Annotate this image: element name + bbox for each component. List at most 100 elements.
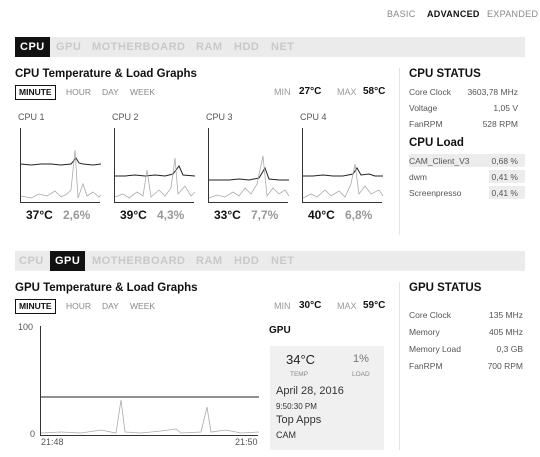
gpu-memory-label: Memory: [409, 327, 440, 337]
gpu-core-clock-label: Core Clock: [409, 310, 452, 320]
gpu-y-min-label: 0: [30, 429, 36, 439]
process-value-3: 0,41 %: [491, 188, 518, 198]
gpu-card-temp-label: TEMP: [290, 371, 309, 378]
gpu-core-clock-value: 135 MHz: [488, 310, 523, 320]
tab-gpu[interactable]: GPU: [56, 41, 82, 53]
cpu-core-clock-label: Core Clock: [409, 87, 452, 97]
cpu3-label: CPU 3: [206, 112, 233, 122]
gpu-tab-bar: CPU GPU MOTHERBOARD RAM HDD NET: [15, 251, 525, 271]
process-value-1: 0,68 %: [491, 156, 518, 166]
process-bar-1: [409, 154, 497, 167]
cpu-graphs-title: CPU Temperature & Load Graphs: [15, 68, 197, 80]
cpu1-graph-plot: [20, 149, 102, 199]
process-name-1: CAM_Client_V3: [409, 156, 470, 166]
cpu-min-label: MIN: [274, 87, 291, 97]
tab-ram-2[interactable]: RAM: [196, 255, 223, 267]
gpu-card-load: 1%: [353, 353, 369, 365]
gpu-card-load-label: LOAD: [352, 371, 370, 378]
cpu-tab-bar: CPU GPU MOTHERBOARD RAM HDD NET: [15, 37, 525, 57]
gpu-status-title: GPU STATUS: [409, 282, 482, 294]
gpu-memory-value: 405 MHz: [488, 327, 523, 337]
gpu-x-start-label: 21:48: [41, 437, 64, 447]
cpu-range-hour[interactable]: HOUR: [66, 87, 92, 97]
cpu-status-title: CPU STATUS: [409, 68, 481, 80]
gpu-card-date: April 28, 2016: [276, 385, 344, 397]
gpu-card-top-app: CAM: [276, 430, 296, 440]
tab-hdd[interactable]: HDD: [234, 41, 260, 53]
cpu4-graph-plot: [302, 163, 384, 199]
cpu-load-title: CPU Load: [409, 137, 464, 149]
cpu1-label: CPU 1: [18, 112, 45, 122]
cpu2-temp: 39°C: [120, 208, 147, 222]
gpu-memory-load-value: 0,3 GB: [496, 344, 523, 354]
cpu2-graph: [114, 128, 196, 203]
tab-motherboard-2[interactable]: MOTHERBOARD: [92, 255, 186, 267]
cpu-fanrpm-value: 528 RPM: [482, 119, 518, 129]
process-value-bg-1: [489, 154, 525, 167]
gpu-x-end-label: 21:50: [235, 437, 258, 447]
cpu3-temp: 33°C: [214, 208, 241, 222]
cpu4-temp: 40°C: [308, 208, 335, 222]
cpu2-label: CPU 2: [112, 112, 139, 122]
cpu-max-value: 58°C: [363, 86, 386, 97]
cpu-min-value: 27°C: [299, 86, 322, 97]
view-basic[interactable]: BASIC: [387, 9, 416, 19]
view-expanded[interactable]: EXPANDED: [487, 9, 539, 19]
cpu-status-divider: [399, 68, 400, 235]
gpu-range-day[interactable]: DAY: [102, 301, 119, 311]
tab-ram[interactable]: RAM: [196, 41, 223, 53]
cpu4-graph: [302, 128, 384, 203]
gpu-min-label: MIN: [274, 301, 291, 311]
gpu-memory-load-label: Memory Load: [409, 344, 461, 354]
gpu-card-time: 9:50:30 PM: [276, 402, 317, 411]
gpu-card-top-apps-label: Top Apps: [276, 414, 322, 426]
gpu-card-heading: GPU: [269, 325, 291, 336]
gpu-fanrpm-label: FanRPM: [409, 361, 443, 371]
tab-motherboard[interactable]: MOTHERBOARD: [92, 41, 186, 53]
process-name-2: dwm: [409, 172, 427, 182]
cpu1-load: 2,6%: [63, 208, 91, 222]
gpu-y-max-label: 100: [18, 322, 34, 332]
gpu-graphs-title: GPU Temperature & Load Graphs: [15, 282, 198, 294]
view-advanced[interactable]: ADVANCED: [427, 9, 480, 19]
gpu-range-week[interactable]: WEEK: [130, 301, 156, 311]
cpu4-label: CPU 4: [300, 112, 327, 122]
gpu-range-minute[interactable]: MINUTE: [15, 299, 56, 314]
cpu3-load: 7,7%: [251, 208, 279, 222]
gpu-summary-card: [270, 346, 384, 450]
tab-hdd-2[interactable]: HDD: [234, 255, 260, 267]
tab-net[interactable]: NET: [271, 41, 295, 53]
cpu4-load: 6,8%: [345, 208, 373, 222]
gpu-range-hour[interactable]: HOUR: [66, 301, 92, 311]
cpu-range-minute[interactable]: MINUTE: [15, 85, 56, 100]
tab-cpu-2[interactable]: CPU: [19, 255, 44, 267]
process-value-2: 0,41 %: [491, 172, 518, 182]
gpu-graph-plot: [40, 396, 260, 434]
cpu-max-label: MAX: [337, 87, 357, 97]
cpu1-temp: 37°C: [26, 208, 53, 222]
gpu-max-label: MAX: [337, 301, 357, 311]
cpu3-graph: [208, 128, 290, 203]
tab-net-2[interactable]: NET: [271, 255, 295, 267]
process-value-bg-2: [489, 170, 525, 183]
gpu-min-value: 30°C: [299, 300, 322, 311]
cpu-range-week[interactable]: WEEK: [130, 87, 156, 97]
tab-gpu-2[interactable]: GPU: [50, 251, 86, 271]
cpu2-load: 4,3%: [157, 208, 185, 222]
cpu-core-clock-value: 3603,78 MHz: [467, 87, 518, 97]
cpu2-graph-plot: [114, 157, 196, 199]
tab-cpu[interactable]: CPU: [15, 37, 50, 57]
cpu3-graph-plot: [208, 155, 290, 199]
gpu-card-temp: 34°C: [286, 352, 316, 367]
gpu-max-value: 59°C: [363, 300, 386, 311]
gpu-status-divider: [399, 282, 400, 450]
cpu-voltage-label: Voltage: [409, 103, 438, 113]
gpu-graph: [40, 326, 260, 436]
process-value-bg-3: [489, 186, 525, 199]
gpu-fanrpm-value: 700 RPM: [487, 361, 523, 371]
cpu1-graph: [20, 128, 102, 203]
cpu-voltage-value: 1,05 V: [493, 103, 518, 113]
cpu-range-day[interactable]: DAY: [102, 87, 119, 97]
cpu-fanrpm-label: FanRPM: [409, 119, 443, 129]
process-name-3: Screenpresso: [409, 188, 462, 198]
